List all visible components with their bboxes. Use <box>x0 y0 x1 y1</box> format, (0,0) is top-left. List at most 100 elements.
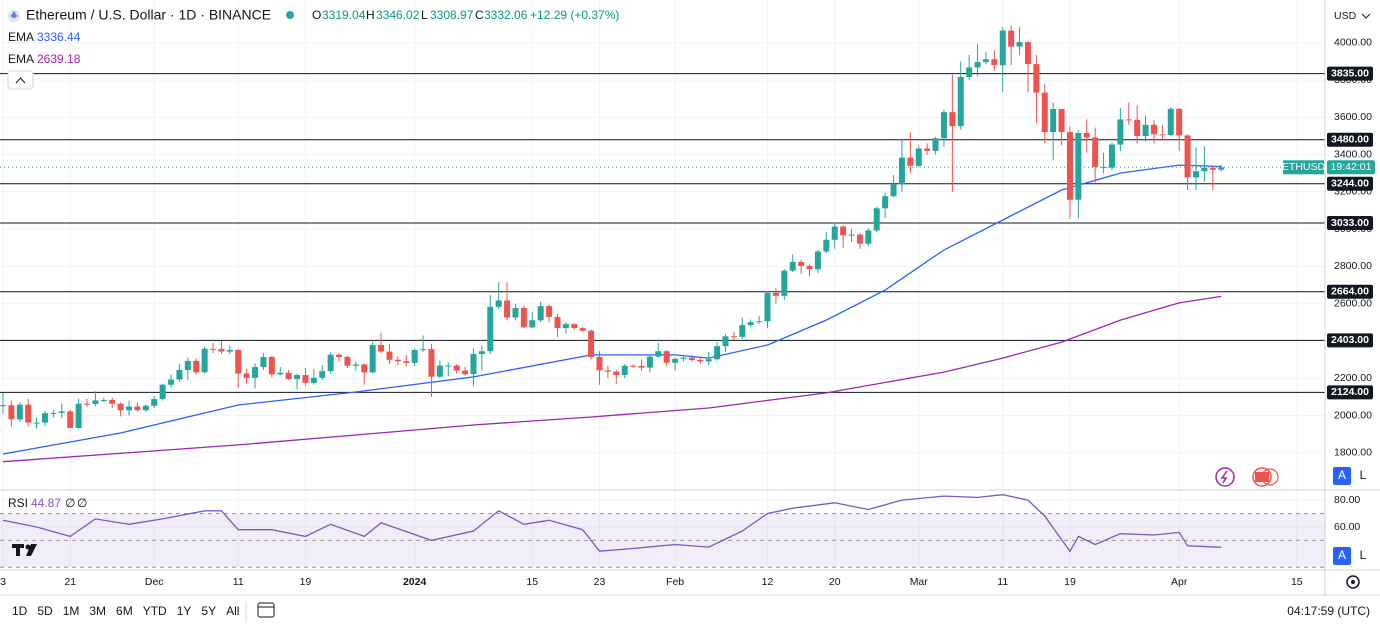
range-button[interactable]: YTD <box>143 604 167 618</box>
ohlc-value: 3346.02 <box>376 8 420 22</box>
candle-body <box>277 372 284 375</box>
candle-body <box>638 365 645 368</box>
candle-body <box>134 406 141 411</box>
ohlc-key: C <box>475 8 484 22</box>
candle-body <box>579 328 586 331</box>
candle-body <box>1184 135 1191 178</box>
y-tick-label: 2800.00 <box>1334 260 1372 272</box>
x-tick-label: 23 <box>594 576 606 588</box>
ohlc-key: O <box>312 8 321 22</box>
candle-body <box>714 346 721 360</box>
price-level-tag <box>1327 132 1373 147</box>
currency[interactable]: USD <box>1334 10 1357 22</box>
symbol-icon <box>10 11 18 19</box>
price-level-tag <box>1327 176 1373 191</box>
candle-body <box>420 349 427 351</box>
candle-body <box>117 403 124 411</box>
candle-body <box>142 405 149 411</box>
y-tick-label: 60.00 <box>1334 521 1360 533</box>
candle-body <box>907 157 914 166</box>
price-level-label: 3033.00 <box>1331 217 1369 229</box>
candle-body <box>1134 119 1141 137</box>
candle-body <box>1159 134 1166 136</box>
log-scale-label[interactable]: L <box>1360 548 1367 562</box>
settings-icon[interactable] <box>1346 575 1360 589</box>
candle-body <box>999 30 1006 66</box>
clock[interactable]: 04:17:59 (UTC) <box>1287 604 1370 618</box>
x-tick-label: 2024 <box>403 576 427 588</box>
candle-body <box>252 367 259 378</box>
candle-body <box>722 336 729 347</box>
range-button[interactable]: All <box>226 604 239 618</box>
log-scale-label[interactable]: L <box>1360 468 1367 482</box>
x-tick-label: 20 <box>829 576 841 588</box>
candle-body <box>1167 108 1174 136</box>
ohlc-key: L <box>421 8 428 22</box>
x-tick-label: 11 <box>997 576 1008 588</box>
candle-body <box>487 306 494 352</box>
events-icon[interactable] <box>1215 467 1235 487</box>
y-tick-label: 1800.00 <box>1334 447 1372 459</box>
candle-body <box>831 226 838 240</box>
candle-body <box>1117 119 1124 145</box>
candle-body <box>445 365 452 367</box>
candle-body <box>781 270 788 296</box>
auto-scale-button[interactable] <box>1333 467 1351 485</box>
candle-body <box>260 356 267 368</box>
ohlc-value: 3308.97 <box>430 8 474 22</box>
range-button[interactable]: 1Y <box>177 604 192 618</box>
range-button[interactable]: 1M <box>63 604 80 618</box>
candle-body <box>529 320 536 328</box>
candle-body <box>1083 133 1090 138</box>
candle-body <box>243 373 250 378</box>
candle-body <box>546 306 553 317</box>
candle-body <box>663 351 670 363</box>
candle-body <box>1218 167 1225 170</box>
plot <box>0 25 1325 568</box>
candle-body <box>16 404 23 420</box>
candle-body <box>562 324 569 329</box>
calendar-icon[interactable] <box>257 602 275 618</box>
candle-body <box>890 184 897 197</box>
range-button[interactable]: 5D <box>37 604 53 618</box>
candle-body <box>966 67 973 77</box>
candle-body <box>168 379 175 385</box>
y-tick-label: 80.00 <box>1334 494 1360 506</box>
rsi-extra: ∅ <box>77 496 87 510</box>
range-button[interactable]: 6M <box>116 604 133 618</box>
candle-body <box>1176 108 1183 136</box>
y-tick-label: 3400.00 <box>1334 148 1372 160</box>
candle-body <box>1150 124 1157 135</box>
economic-event-icon <box>1261 468 1279 486</box>
range-button[interactable]: 1D <box>12 604 28 618</box>
x-tick-label: 19 <box>1064 576 1076 588</box>
candle-body <box>520 307 527 328</box>
collapse-button[interactable] <box>7 70 34 90</box>
range-button[interactable]: 5Y <box>201 604 216 618</box>
candle-body <box>453 365 460 371</box>
candle-body <box>588 330 595 357</box>
countdown-tag <box>1327 160 1375 175</box>
price-level-label: 3244.00 <box>1331 177 1369 189</box>
candle-body <box>1050 108 1057 133</box>
candle-body <box>235 349 242 374</box>
candle-body <box>840 226 847 236</box>
x-tick-label: 3 <box>0 576 6 588</box>
candle-body <box>478 351 485 354</box>
x-tick-label: 19 <box>300 576 312 588</box>
candle-body <box>159 384 166 400</box>
candle-body <box>336 354 343 357</box>
range-button[interactable]: 3M <box>89 604 106 618</box>
candle-body <box>67 411 74 428</box>
auto-scale-button[interactable] <box>1333 547 1351 565</box>
candle-body <box>697 359 704 362</box>
candle-body <box>84 403 91 405</box>
candle-body <box>991 59 998 66</box>
candle-body <box>0 405 6 407</box>
price-level-label: 2124.00 <box>1331 386 1369 398</box>
x-tick-label: 21 <box>64 576 76 588</box>
candle-body <box>428 349 435 377</box>
candle-body <box>109 400 116 404</box>
x-tick-label: 11 <box>233 576 244 588</box>
